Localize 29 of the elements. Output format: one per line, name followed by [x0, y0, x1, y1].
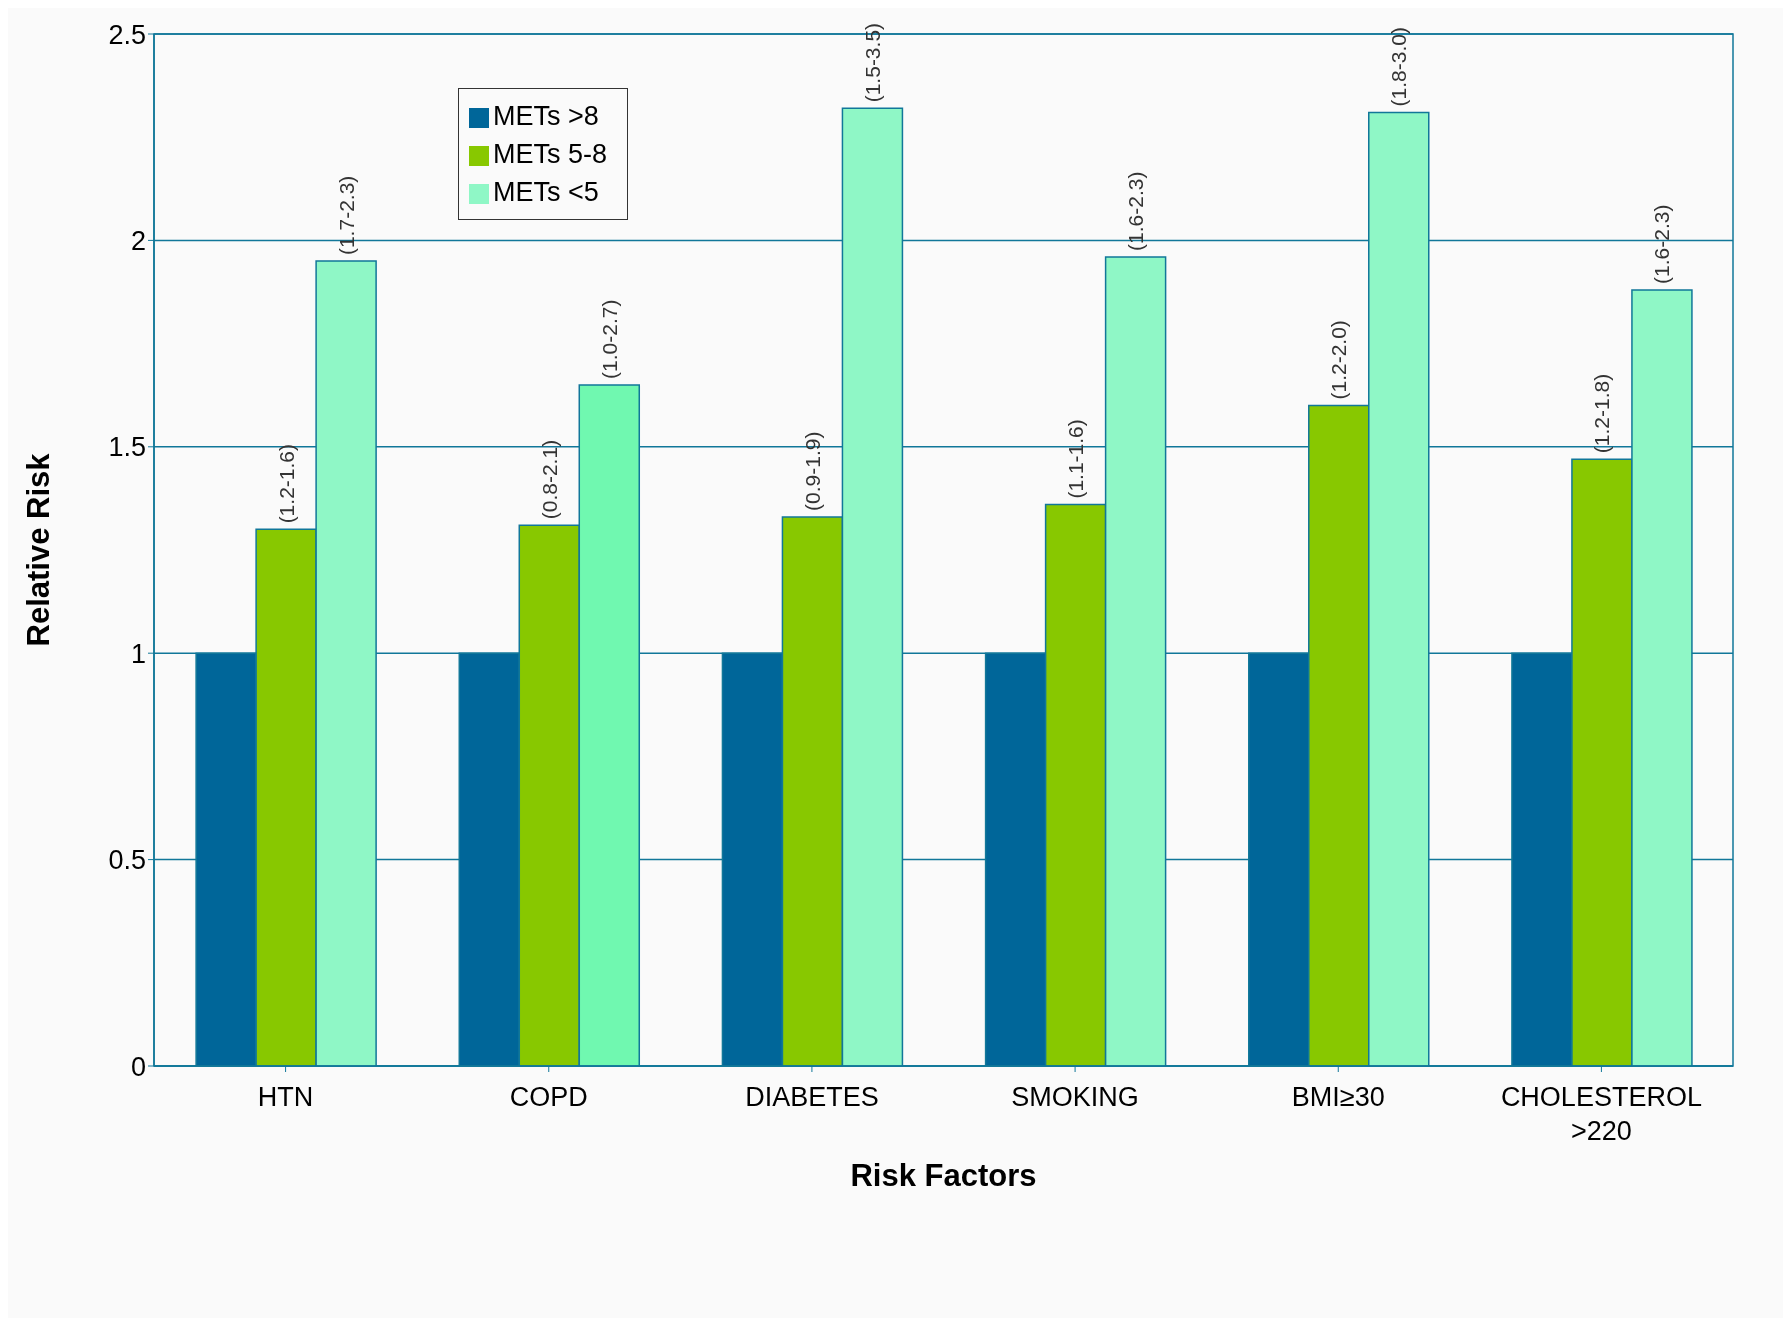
legend-label: METs <5 — [493, 177, 599, 207]
y-tick-label: 1.5 — [108, 432, 146, 463]
y-tick-label: 0.5 — [108, 845, 146, 876]
legend-label: METs >8 — [493, 101, 599, 131]
x-tick-label: HTN — [257, 1082, 314, 1112]
x-tick-label: COPD — [509, 1082, 588, 1112]
y-tick-label: 2.5 — [108, 19, 146, 50]
x-tick-label: DIABETES — [745, 1082, 879, 1112]
data-label: (1.2-1.6) — [274, 443, 298, 524]
data-label: (1.6-2.3) — [1650, 204, 1674, 284]
y-tick-label: 2 — [130, 225, 146, 256]
legend-label: METs 5-8 — [493, 139, 608, 169]
y-tick-label: 0 — [130, 1051, 146, 1082]
x-tick-label: SMOKING — [1011, 1082, 1139, 1112]
x-axis-title: Risk Factors — [850, 1158, 1037, 1193]
data-label: (1.0-2.7) — [597, 299, 621, 379]
data-label: (1.2-2.0) — [1327, 320, 1351, 400]
data-label: (1.2-1.8) — [1590, 373, 1614, 454]
data-label: (1.1-1.6) — [1064, 419, 1088, 499]
x-tick-label: CHOLESTEROL >220 — [1500, 1082, 1702, 1146]
data-label: (0.9-1.9) — [800, 431, 824, 511]
data-label: (1.5-3.5) — [860, 22, 884, 103]
data-label: (1.8-3.0) — [1387, 27, 1411, 107]
data-label: (0.8-2.1) — [537, 439, 561, 520]
y-tick-label: 1 — [130, 638, 146, 669]
y-axis-title: Relative Risk — [21, 452, 57, 647]
data-label: (1.7-2.3) — [334, 175, 358, 256]
data-label: (1.6-2.3) — [1124, 171, 1148, 251]
x-tick-label: BMI≥30 — [1291, 1082, 1385, 1112]
